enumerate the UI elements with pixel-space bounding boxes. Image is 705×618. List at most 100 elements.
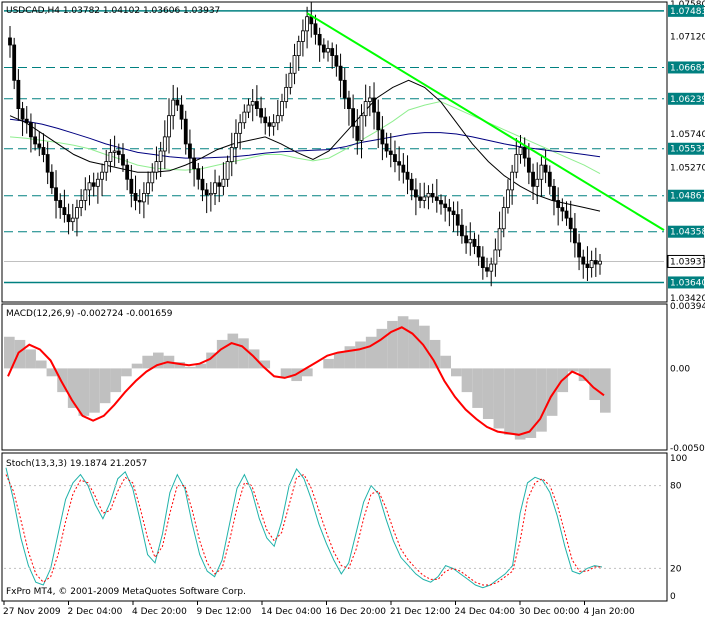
time-axis-label: 27 Nov 2009	[3, 607, 61, 617]
macd-bar	[578, 368, 590, 382]
price-scale-label: 1.03420	[670, 294, 705, 304]
moving-average-line	[9, 79, 601, 212]
macd-bar	[121, 368, 132, 377]
candle-body	[87, 182, 92, 191]
candle-body	[41, 147, 46, 155]
candle-body	[464, 235, 468, 244]
candle-body	[514, 154, 519, 173]
price-scale-label: 1.05270	[670, 163, 705, 173]
macd-bar	[174, 362, 185, 369]
candle-body	[497, 228, 502, 251]
candle-body	[150, 171, 155, 184]
price-tag-box	[668, 189, 704, 202]
candle-body	[338, 65, 343, 81]
macd-bar	[323, 358, 334, 369]
candle-body	[485, 267, 489, 272]
candle-body	[37, 143, 42, 148]
candle-body	[204, 189, 209, 196]
candle-body	[347, 97, 351, 109]
candle-body	[167, 115, 171, 138]
stoch-title: Stoch(13,3,3) 19.1874 21.2057	[6, 459, 147, 469]
candle-body	[342, 79, 347, 99]
candle-body	[108, 152, 113, 163]
candle-body	[70, 217, 75, 223]
time-axis-label: 24 Dec 04:00	[455, 607, 516, 617]
stoch-scale: 100 80 20 0	[4, 454, 687, 602]
candle-body	[20, 108, 25, 120]
candle-body	[225, 161, 230, 180]
macd-bar	[14, 339, 26, 369]
candle-body	[593, 260, 598, 265]
candle-body	[95, 178, 100, 187]
macd-signal-line	[7, 326, 605, 436]
candle-body	[405, 171, 410, 180]
price-scale-label: 1.07483	[670, 7, 705, 17]
macd-bar	[376, 328, 388, 369]
green-trendline[interactable]	[306, 12, 665, 232]
candle-body	[489, 263, 494, 272]
candle-body	[49, 171, 54, 189]
macd-bar	[408, 319, 420, 369]
candle-body	[321, 44, 326, 53]
candle-body	[200, 178, 205, 191]
candle-body	[585, 263, 590, 269]
price-scale-label: 1.05532	[670, 145, 705, 155]
macd-scale: 0.003946 0.00 -0.005034	[670, 302, 705, 454]
macd-bar	[206, 352, 217, 369]
candle-body	[33, 136, 38, 145]
macd-bar	[78, 368, 90, 416]
candle-body	[104, 161, 109, 173]
macd-bar	[227, 333, 239, 369]
macd-bar	[131, 363, 143, 369]
candle-body	[296, 41, 301, 56]
candle-body	[589, 260, 594, 269]
candle-body	[430, 193, 435, 198]
price-tag-box	[668, 276, 704, 289]
candle-body	[397, 161, 402, 166]
candle-body	[401, 164, 406, 173]
candle-body	[531, 171, 535, 187]
candle-body	[526, 157, 531, 173]
macd-bar	[46, 368, 58, 377]
candle-body	[116, 150, 121, 155]
candle-body	[460, 224, 464, 237]
candle-body	[330, 48, 335, 56]
candle-body	[384, 143, 389, 152]
candle-body	[24, 118, 29, 124]
macd-bar	[302, 368, 313, 377]
stoch-main-line	[5, 467, 603, 589]
candle-body	[221, 178, 226, 187]
candle-body	[426, 193, 431, 198]
price-scale-label: 1.04867	[670, 192, 705, 202]
candle-body	[334, 55, 339, 67]
candle-body	[372, 97, 376, 113]
candle-body	[154, 161, 159, 173]
macd-bar	[280, 368, 292, 378]
candle-body	[246, 104, 251, 113]
macd-bar	[429, 339, 441, 369]
price-tag-box	[668, 142, 704, 155]
candle-body	[83, 189, 88, 201]
candle-body	[388, 150, 393, 155]
candle-body	[58, 200, 63, 208]
stoch-panel[interactable]	[1, 452, 668, 602]
macd-bar	[387, 320, 398, 369]
macd-bar	[344, 346, 356, 369]
candle-body	[250, 101, 255, 106]
macd-bar	[536, 368, 547, 432]
candle-body	[568, 217, 573, 230]
candle-body	[443, 203, 448, 208]
candle-body	[317, 33, 322, 46]
candle-body	[522, 147, 527, 159]
candle-body	[280, 101, 284, 117]
time-axis-label: 30 Dec 00:00	[519, 607, 580, 617]
candle-body	[472, 238, 477, 247]
macd-bar	[99, 368, 111, 404]
candle-body	[284, 86, 289, 102]
candle-body	[213, 182, 217, 194]
time-axis-label: 14 Dec 04:00	[261, 607, 322, 617]
macd-bar	[89, 368, 100, 413]
candle-body	[301, 30, 305, 42]
candle-body	[577, 242, 581, 258]
